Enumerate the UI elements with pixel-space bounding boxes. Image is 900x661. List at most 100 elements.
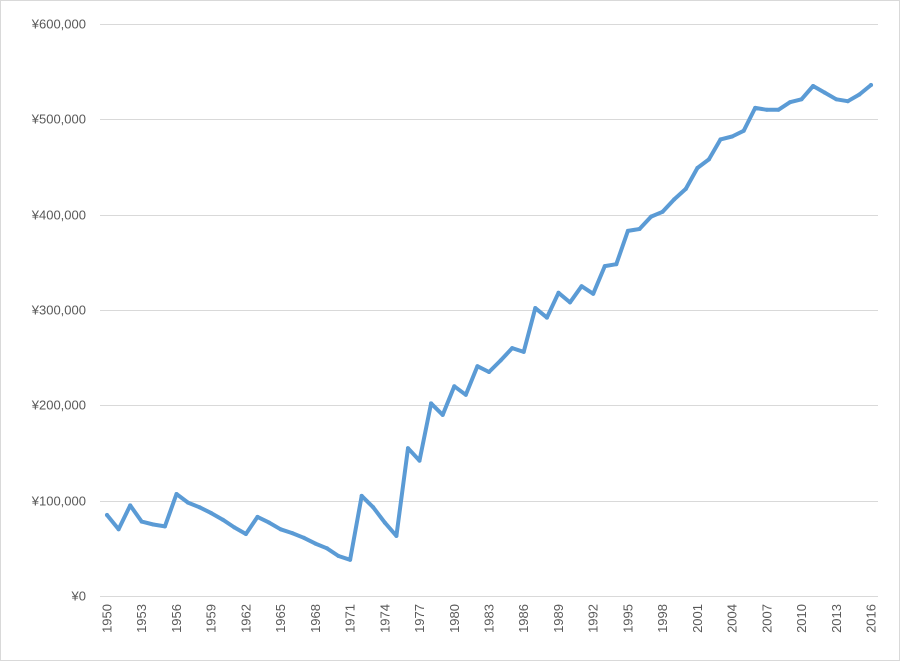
data-point <box>105 513 109 517</box>
data-point <box>579 284 584 289</box>
data-point <box>452 384 457 389</box>
data-point <box>660 209 665 214</box>
gridlines <box>100 24 878 597</box>
data-point <box>243 532 248 536</box>
data-point <box>290 531 295 536</box>
x-tick-label: 1962 <box>238 604 253 633</box>
x-tick-label: 2007 <box>759 604 774 633</box>
x-tick-label: 1959 <box>204 604 219 633</box>
data-point <box>614 262 619 267</box>
data-point <box>764 107 769 112</box>
y-tick-label: ¥200,000 <box>31 398 86 413</box>
data-point <box>510 346 515 351</box>
x-tick-label: 1986 <box>516 604 531 633</box>
y-tick-label: ¥300,000 <box>31 303 86 318</box>
data-point <box>209 511 214 516</box>
x-axis-ticks: 1950 1953 1956 1959 1962 1965 1968 1971 1974 1977… <box>100 604 879 633</box>
y-axis-ticks: ¥0 ¥100,000 ¥200,000 ¥300,000 ¥400,000 ¥500,0… <box>31 17 86 604</box>
x-tick-label: 1980 <box>447 604 462 633</box>
x-tick-label: 1992 <box>586 604 601 633</box>
data-point <box>718 137 723 142</box>
data-point <box>568 300 572 305</box>
x-tick-label: 2004 <box>725 604 740 633</box>
data-point <box>637 227 642 231</box>
x-tick-label: 1995 <box>620 604 635 633</box>
y-tick-label: ¥600,000 <box>31 17 86 32</box>
y-tick-label: ¥400,000 <box>31 208 86 223</box>
data-point <box>417 458 422 463</box>
x-tick-label: 1953 <box>134 604 149 633</box>
data-point <box>857 92 862 97</box>
x-tick-label: 2001 <box>690 604 705 633</box>
x-tick-label: 2010 <box>794 604 809 633</box>
data-point <box>186 500 190 505</box>
data-point <box>649 214 654 219</box>
x-tick-label: 1977 <box>412 604 427 633</box>
data-point <box>463 392 468 397</box>
series-layer <box>105 83 873 562</box>
data-point <box>128 503 133 508</box>
data-point <box>406 446 410 451</box>
data-point <box>799 97 804 102</box>
x-tick-label: 2016 <box>864 604 879 633</box>
data-point <box>625 228 630 233</box>
data-point <box>278 527 283 532</box>
y-tick-label: ¥100,000 <box>31 494 86 509</box>
data-point <box>348 557 353 562</box>
data-point <box>220 517 225 522</box>
data-point <box>174 492 179 496</box>
data-point <box>324 546 329 551</box>
data-point <box>487 370 491 374</box>
x-tick-label: 1965 <box>273 604 288 633</box>
data-point <box>730 134 735 139</box>
data-point <box>706 157 711 162</box>
data-point <box>591 291 596 296</box>
data-point <box>683 186 688 191</box>
data-point <box>440 412 445 417</box>
data-point <box>116 527 121 532</box>
y-tick-label: ¥0 <box>71 589 86 604</box>
data-point <box>498 358 503 363</box>
data-point <box>267 520 272 525</box>
data-point <box>336 554 341 558</box>
data-point <box>429 401 434 406</box>
data-point <box>197 505 202 510</box>
data-point <box>475 364 480 369</box>
data-point <box>811 84 816 88</box>
x-tick-label: 1983 <box>482 604 497 633</box>
data-point <box>521 349 526 354</box>
data-point <box>822 90 827 95</box>
x-tick-label: 1989 <box>551 604 566 633</box>
data-point <box>313 541 318 546</box>
data-point <box>741 128 746 133</box>
data-point <box>394 533 399 538</box>
data-point <box>556 290 561 295</box>
x-tick-label: 1950 <box>100 604 115 633</box>
data-point <box>845 99 850 104</box>
data-point <box>151 522 156 527</box>
data-point <box>672 197 677 202</box>
data-point <box>301 535 306 540</box>
data-point <box>869 83 873 87</box>
data-point <box>359 493 364 498</box>
data-point <box>232 525 237 530</box>
data-point <box>544 315 549 320</box>
data-point <box>834 97 839 102</box>
data-point <box>788 100 792 105</box>
data-point <box>139 519 144 524</box>
data-point <box>776 107 781 112</box>
data-point <box>371 505 376 510</box>
data-point <box>602 264 607 269</box>
x-tick-label: 1971 <box>343 604 358 633</box>
data-point <box>162 524 167 529</box>
x-tick-label: 1956 <box>169 604 184 633</box>
x-tick-label: 1968 <box>308 604 323 633</box>
x-tick-label: 1974 <box>377 604 392 633</box>
data-point <box>695 166 700 170</box>
data-point <box>753 105 758 110</box>
data-point <box>255 514 260 519</box>
y-tick-label: ¥500,000 <box>31 112 86 127</box>
